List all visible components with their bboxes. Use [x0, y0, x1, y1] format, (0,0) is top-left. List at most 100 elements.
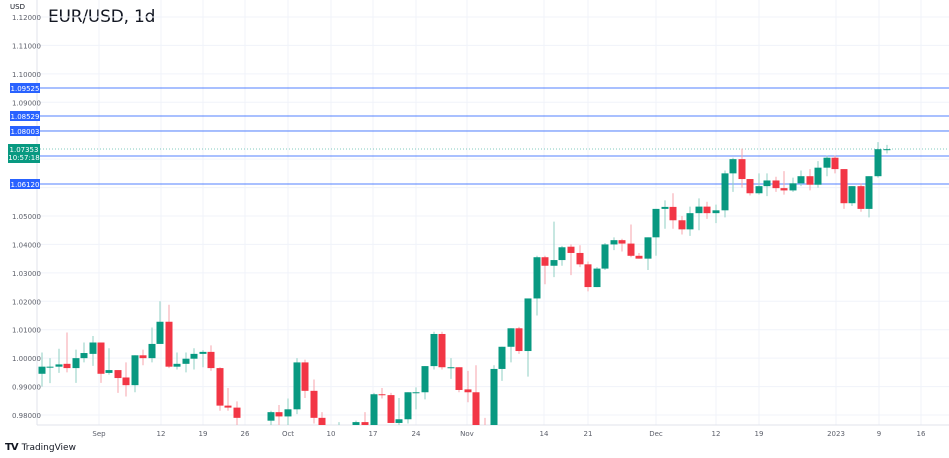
candle — [610, 237, 618, 251]
candle — [233, 401, 241, 425]
candle — [464, 370, 472, 403]
candle — [275, 405, 283, 425]
candle — [122, 362, 130, 397]
candle — [455, 367, 463, 393]
candle — [190, 348, 198, 370]
candle — [378, 387, 386, 399]
candle — [38, 352, 46, 387]
y-tick-label: 1.03000 — [12, 270, 41, 278]
candle — [644, 237, 652, 271]
candle — [395, 397, 403, 425]
candle — [338, 422, 340, 425]
candle — [387, 392, 395, 423]
y-tick-label: 1.00000 — [12, 355, 41, 363]
x-tick-label: 24 — [412, 430, 421, 438]
candle — [173, 352, 181, 370]
candle — [874, 142, 882, 178]
tradingview-logo-icon: TV — [5, 442, 19, 453]
candle — [267, 410, 275, 425]
x-tick-label: 2023 — [827, 430, 845, 438]
candle — [490, 365, 498, 425]
candle — [182, 352, 190, 373]
candle — [789, 177, 797, 192]
candle — [558, 245, 566, 266]
candle — [55, 348, 63, 373]
x-axis-labels: Sep 12 19 26 Oct 10 17 24 Nov 14 21 Dec 12 19 2023 9 16 — [92, 430, 926, 438]
candle — [712, 204, 720, 224]
candle — [412, 387, 420, 410]
candle — [686, 206, 694, 236]
candle — [156, 301, 164, 344]
candle — [797, 170, 805, 187]
candle — [207, 345, 215, 371]
y-tick-label: 1.01000 — [12, 327, 41, 335]
candle — [216, 367, 224, 411]
hline-price-label: 1.08529 — [10, 111, 40, 121]
candle — [533, 255, 541, 316]
candle — [438, 331, 446, 370]
hline-price-label: 1.09525 — [10, 83, 40, 93]
hline-price-label: 1.08003 — [10, 126, 40, 136]
candle — [310, 379, 318, 424]
candle — [865, 176, 873, 218]
candle — [72, 349, 80, 383]
candle — [669, 193, 677, 229]
candle — [635, 252, 643, 259]
y-tick-label: 1.05000 — [12, 213, 41, 221]
svg-text:1.07353: 1.07353 — [10, 146, 39, 154]
candle — [199, 350, 207, 368]
svg-text:1.08529: 1.08529 — [11, 113, 40, 121]
y-tick-label: 1.12000 — [12, 14, 41, 22]
grid — [37, 0, 949, 425]
svg-text:1.09525: 1.09525 — [11, 85, 40, 93]
candle — [780, 171, 788, 195]
x-tick-label: 19 — [199, 430, 208, 438]
svg-text:10:57:18: 10:57:18 — [8, 154, 39, 162]
brand-name: TradingView — [21, 442, 76, 453]
y-tick-label: 1.09000 — [12, 99, 41, 107]
candle — [550, 221, 558, 278]
candle — [472, 365, 480, 425]
y-tick-label: 1.02000 — [12, 298, 41, 306]
candle — [763, 173, 771, 197]
candle — [224, 387, 232, 411]
candle — [738, 148, 746, 188]
x-tick-label: 26 — [241, 430, 250, 438]
candle — [823, 155, 831, 177]
tradingview-branding[interactable]: TV TradingView — [5, 442, 76, 453]
candle — [318, 412, 326, 425]
candle — [284, 398, 292, 425]
candle — [627, 224, 635, 258]
candle — [114, 370, 122, 393]
x-tick-label: 12 — [712, 430, 721, 438]
x-tick-label: 12 — [157, 430, 166, 438]
candle — [447, 358, 455, 379]
y-axis-labels: 1.12000 1.11000 1.10000 1.09000 1.05000 1.040… — [12, 14, 41, 420]
candle — [541, 255, 549, 285]
candle — [883, 144, 891, 154]
svg-text:1.06120: 1.06120 — [11, 181, 40, 189]
candle — [293, 358, 301, 415]
candle — [515, 326, 523, 354]
candle — [848, 186, 856, 207]
candle — [148, 327, 156, 363]
y-tick-label: 1.10000 — [12, 71, 41, 79]
candle — [165, 304, 173, 369]
candle — [840, 169, 848, 209]
x-tick-label: Sep — [92, 430, 106, 438]
candle — [831, 155, 839, 174]
candle — [567, 244, 575, 276]
candles — [38, 142, 891, 425]
candle — [755, 173, 763, 195]
candle — [139, 349, 147, 366]
candle — [661, 200, 669, 229]
candle — [593, 267, 601, 288]
x-tick-label: 10 — [327, 430, 336, 438]
candle — [695, 198, 703, 231]
candle — [105, 348, 113, 375]
x-tick-label: 21 — [584, 430, 593, 438]
candle — [421, 366, 429, 400]
horizontal-lines[interactable] — [37, 87, 949, 185]
x-tick-label: 9 — [877, 430, 881, 438]
